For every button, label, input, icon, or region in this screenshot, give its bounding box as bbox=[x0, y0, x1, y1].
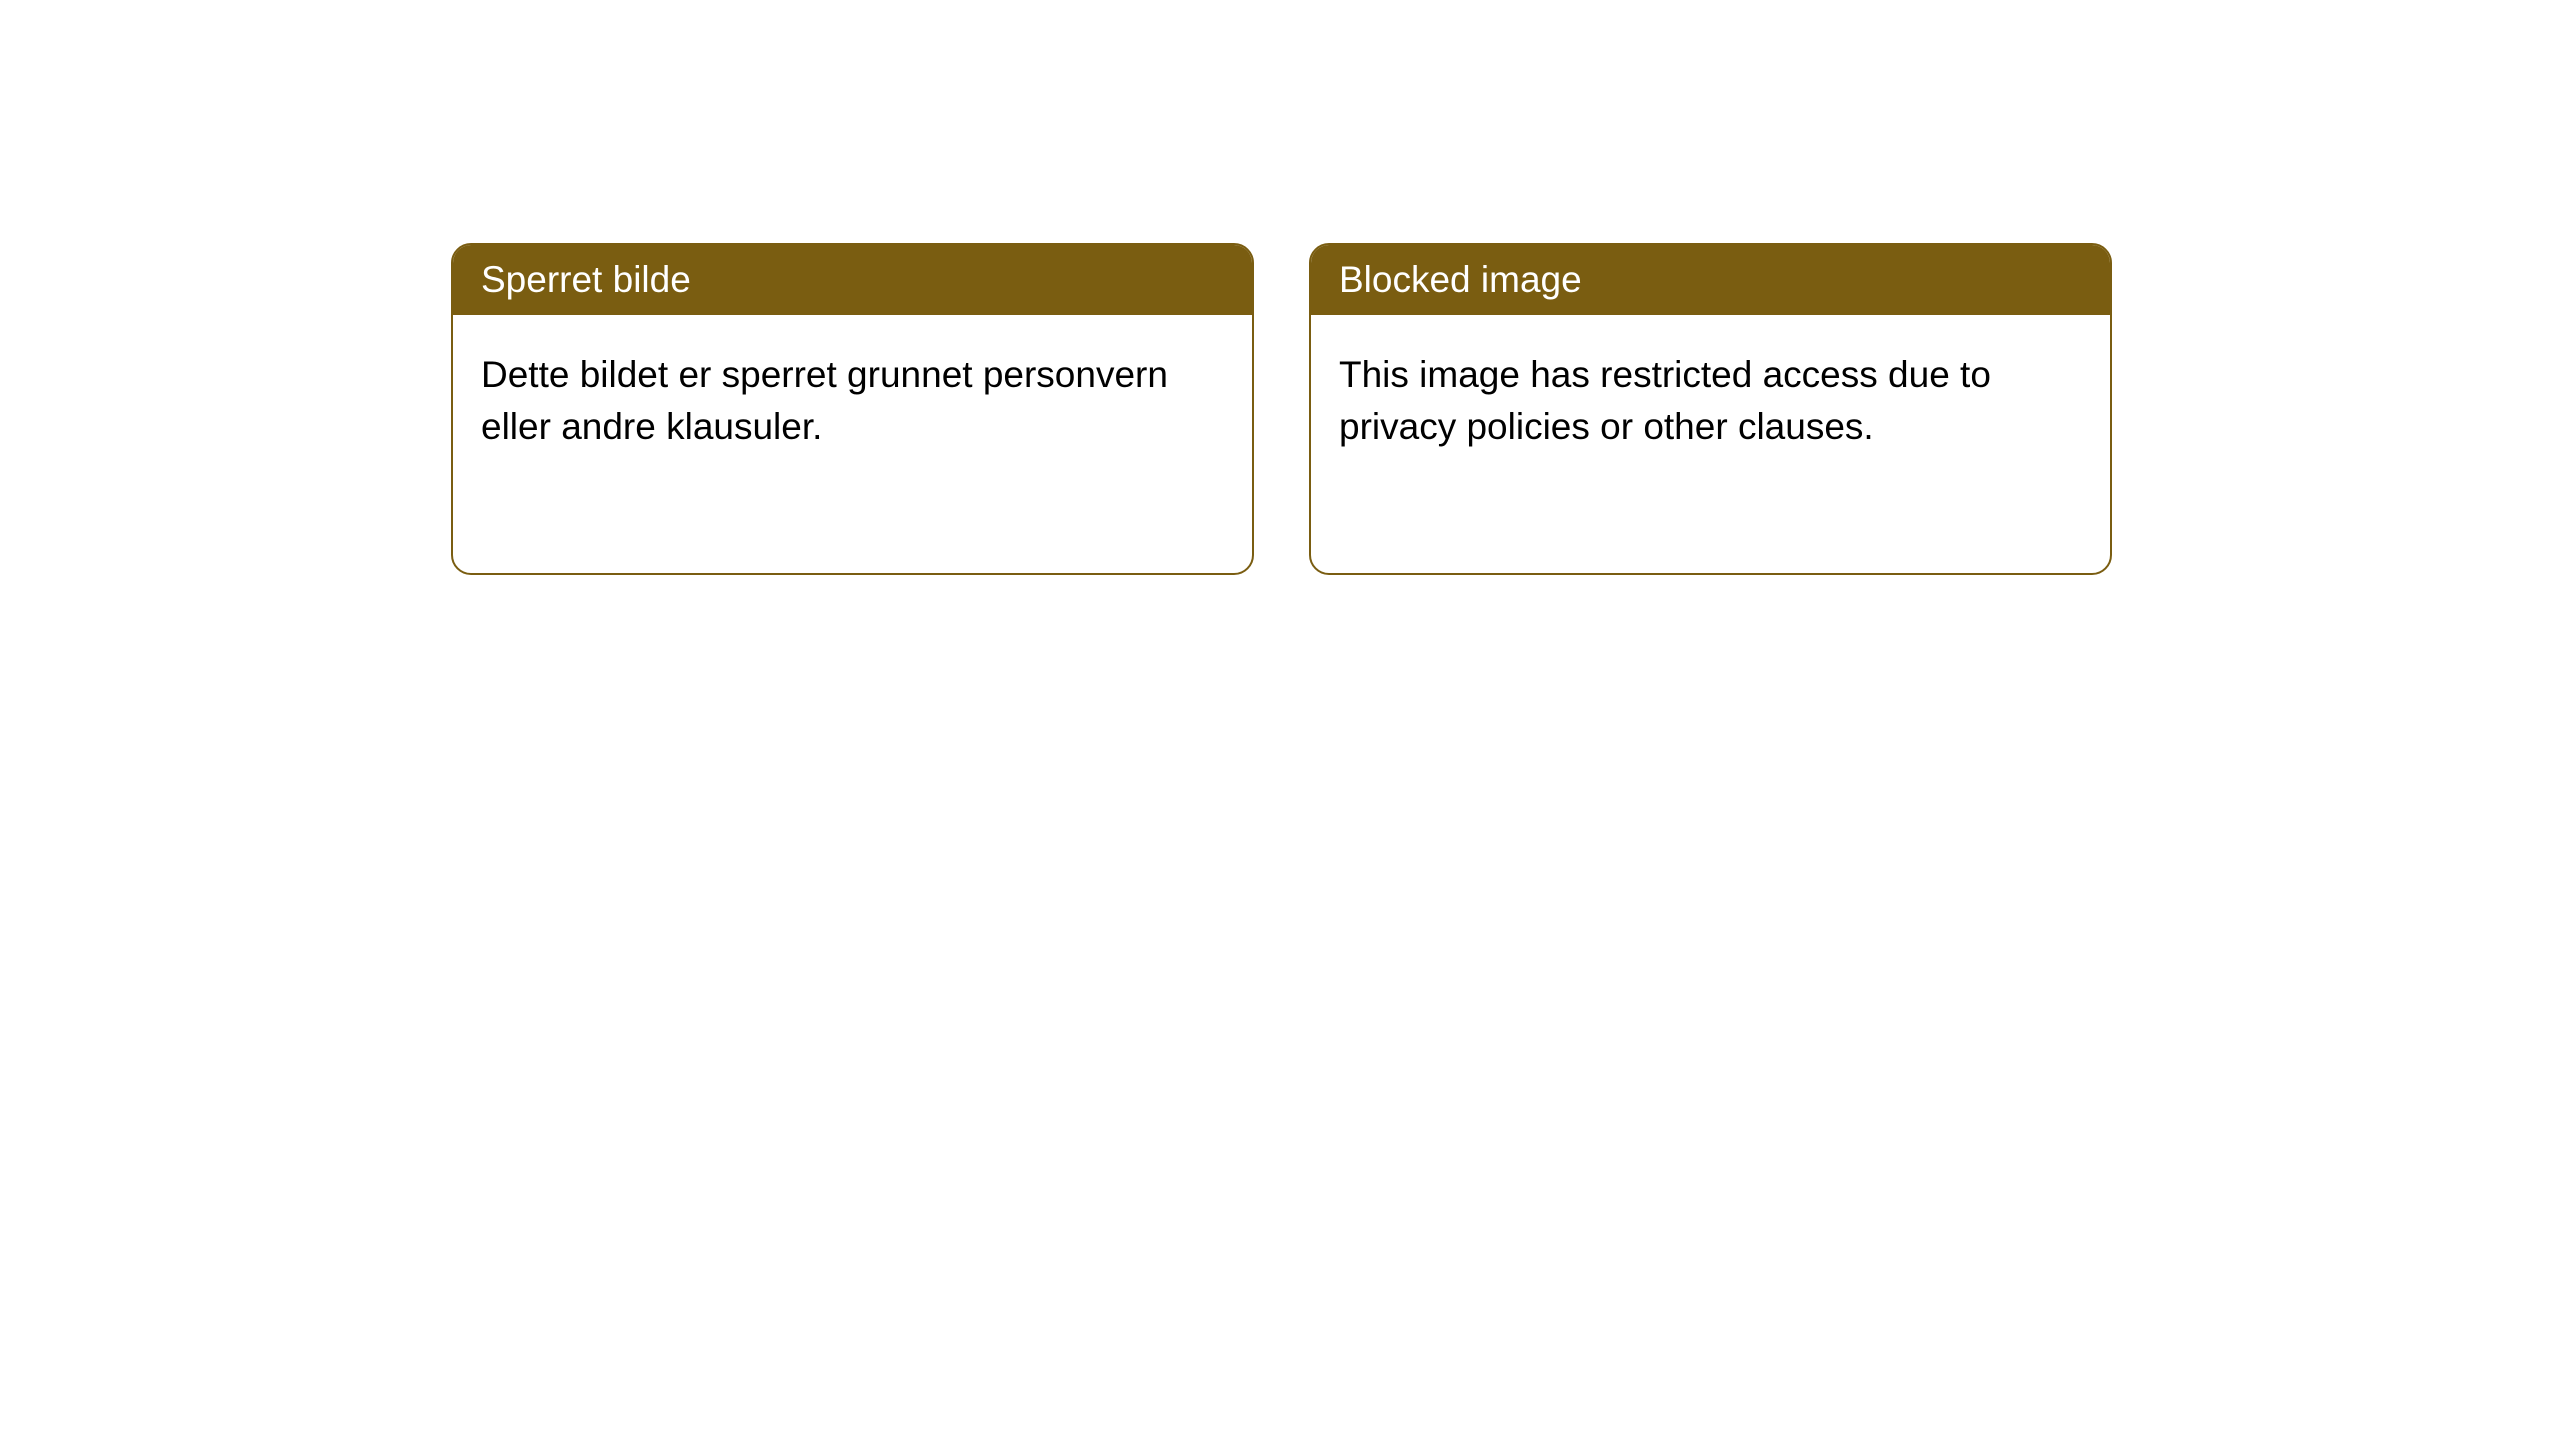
blocked-image-card-norwegian: Sperret bilde Dette bildet er sperret gr… bbox=[451, 243, 1254, 575]
blocked-image-card-english: Blocked image This image has restricted … bbox=[1309, 243, 2112, 575]
blocked-image-notices: Sperret bilde Dette bildet er sperret gr… bbox=[451, 243, 2112, 575]
card-title: Sperret bilde bbox=[453, 245, 1252, 315]
card-body: This image has restricted access due to … bbox=[1311, 315, 2110, 487]
card-body: Dette bildet er sperret grunnet personve… bbox=[453, 315, 1252, 487]
card-title: Blocked image bbox=[1311, 245, 2110, 315]
